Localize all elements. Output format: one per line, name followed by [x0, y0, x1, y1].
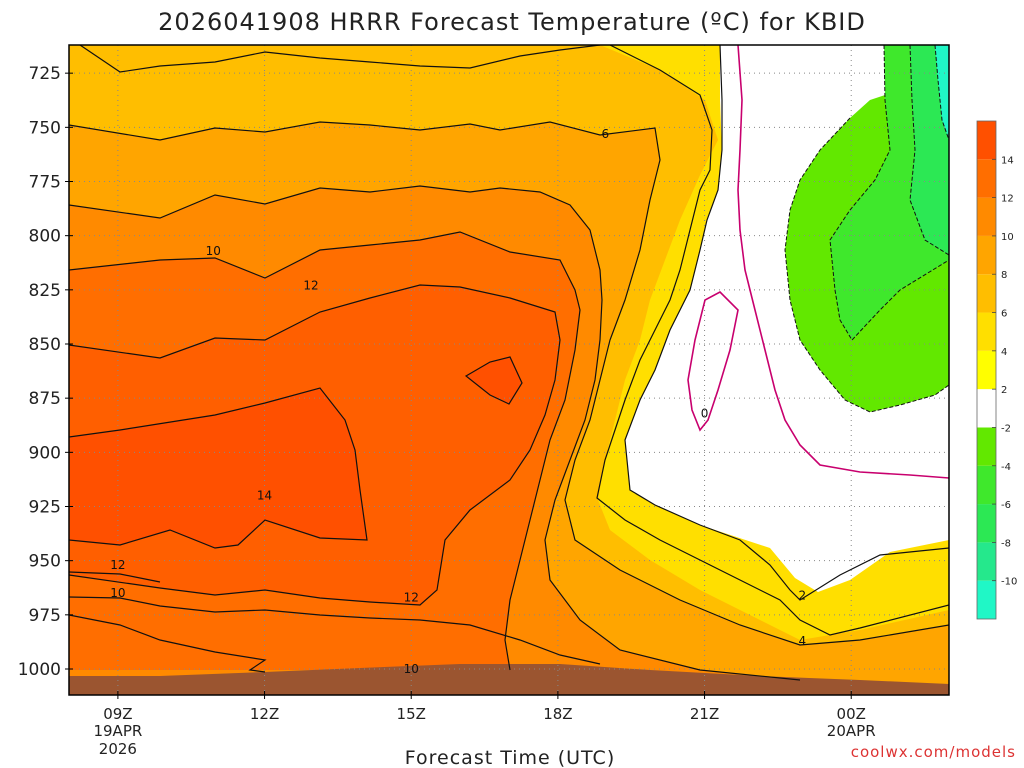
colorbar-bin-1 — [977, 542, 996, 581]
y-tick-label-875: 875 — [29, 389, 61, 409]
contour-label-9: 2 — [799, 588, 807, 602]
contour-10-near-ground — [69, 614, 267, 673]
surface-ground — [69, 664, 949, 695]
x-tick-date-5: 20APR — [827, 722, 876, 740]
colorbar-frame — [976, 120, 997, 620]
contour-label-2: 12 — [303, 279, 318, 293]
contour-lines — [69, 45, 949, 681]
colorbar-bin-4 — [977, 427, 996, 466]
colorbar-label-11: 14 — [1001, 155, 1014, 166]
contour-0-loop — [687, 291, 739, 432]
colorbar-bin-8 — [977, 274, 996, 313]
colorbar-label-5: 2 — [1001, 385, 1007, 396]
y-tick-label-825: 825 — [29, 281, 61, 301]
colorbar-label-10: 12 — [1001, 194, 1014, 205]
contour-2 — [624, 45, 949, 601]
x-tick-label-1: 12Z — [250, 705, 279, 723]
contour-10-low — [69, 596, 601, 665]
colorbar-label-8: 8 — [1001, 270, 1007, 281]
x-axis-label: Forecast Time (UTC) — [405, 747, 615, 768]
colorbar-label-9: 10 — [1001, 232, 1014, 243]
y-tick-label-1000: 1000 — [18, 660, 61, 680]
x-tick-label-4: 21Z — [690, 705, 719, 723]
contour-12-low — [69, 571, 161, 583]
colorbar-label-2: -6 — [1001, 500, 1011, 511]
contour-label-10: 4 — [799, 634, 807, 648]
x-tick-label-5: 00Z — [837, 705, 866, 723]
y-tick-label-925: 925 — [29, 498, 61, 518]
y-tick-label-950: 950 — [29, 552, 61, 572]
colorbar-bin-6 — [977, 350, 996, 390]
contour-0-main — [737, 45, 949, 479]
colorbar-label-4: -2 — [1001, 423, 1011, 434]
contour-label-1: 10 — [206, 244, 221, 258]
contour-neg8 — [934, 45, 949, 141]
x-tick-date-0: 19APR — [93, 722, 142, 740]
colorbar-bin-12 — [977, 121, 996, 160]
contour-8 — [69, 185, 801, 681]
contour-label-4: 0 — [701, 406, 709, 420]
colorbar-bin-2 — [977, 504, 996, 543]
colorbar-bin-0 — [977, 580, 996, 619]
contour-14-small — [464, 356, 523, 405]
y-tick-label-725: 725 — [29, 64, 61, 84]
x-tick-year-0: 2026 — [99, 740, 137, 758]
y-tick-label-800: 800 — [29, 227, 61, 247]
colorbar-label-0: -10 — [1001, 577, 1017, 588]
contour-label-3: 14 — [257, 489, 272, 503]
colorbar-bin-5 — [977, 389, 996, 428]
colorbar-bin-3 — [977, 465, 996, 505]
y-axis: 725 750 775 800 825 850 875 900 925 950 975 1000 — [18, 64, 73, 680]
negative-contours — [784, 45, 949, 413]
contour-neg2 — [784, 117, 949, 413]
contour-neg4 — [829, 45, 949, 341]
fill-neg10-neg8 — [935, 45, 949, 140]
contour-label-7: 12 — [404, 591, 419, 605]
colorbar-label-7: 6 — [1001, 309, 1007, 320]
x-tick-label-3: 18Z — [543, 705, 572, 723]
grid-lines — [69, 45, 949, 695]
colorbar-label-3: -4 — [1001, 462, 1011, 473]
contour-4 — [79, 45, 949, 636]
fill-neg8-neg6 — [910, 45, 949, 255]
colorbar-bin-10 — [977, 197, 996, 236]
contour-neg6 — [909, 45, 949, 256]
fill-14-plus-small — [466, 357, 522, 404]
contour-label-0: 6 — [601, 127, 609, 141]
contour-14 — [69, 387, 368, 549]
chart-title: 2026041908 HRRR Forecast Temperature (ºC… — [158, 8, 866, 36]
contour-label-6: 10 — [110, 586, 125, 600]
y-tick-label-775: 775 — [29, 173, 61, 193]
freezing-contours — [687, 45, 949, 479]
contour-10 — [69, 231, 581, 671]
x-tick-label-2: 15Z — [397, 705, 426, 723]
contour-labels: 6 10 12 14 0 12 10 12 10 2 4 — [110, 127, 807, 676]
contour-12 — [69, 284, 561, 606]
colorbar: -10 -8 -6 -4 -2 2 4 6 8 10 12 14 — [976, 120, 1017, 620]
contour-label-5: 12 — [110, 558, 125, 572]
colorbar-bin-9 — [977, 235, 996, 275]
fill-14-plus — [69, 388, 367, 548]
contour-label-8: 10 — [404, 662, 419, 676]
colorbar-label-1: -8 — [1001, 538, 1011, 549]
y-tick-label-750: 750 — [29, 118, 61, 138]
y-tick-label-850: 850 — [29, 335, 61, 355]
watermark: coolwx.com/models — [851, 743, 1016, 761]
contour-6 — [69, 121, 949, 646]
x-tick-label-0: 09Z — [103, 705, 132, 723]
y-tick-label-975: 975 — [29, 606, 61, 626]
plot-area: 6 10 12 14 0 12 10 12 10 2 4 — [69, 45, 949, 695]
colorbar-bin-11 — [977, 159, 996, 198]
y-tick-label-900: 900 — [29, 443, 61, 463]
plot-frame — [68, 44, 950, 696]
colorbar-label-6: 4 — [1001, 347, 1007, 358]
colorbar-bin-7 — [977, 312, 996, 351]
